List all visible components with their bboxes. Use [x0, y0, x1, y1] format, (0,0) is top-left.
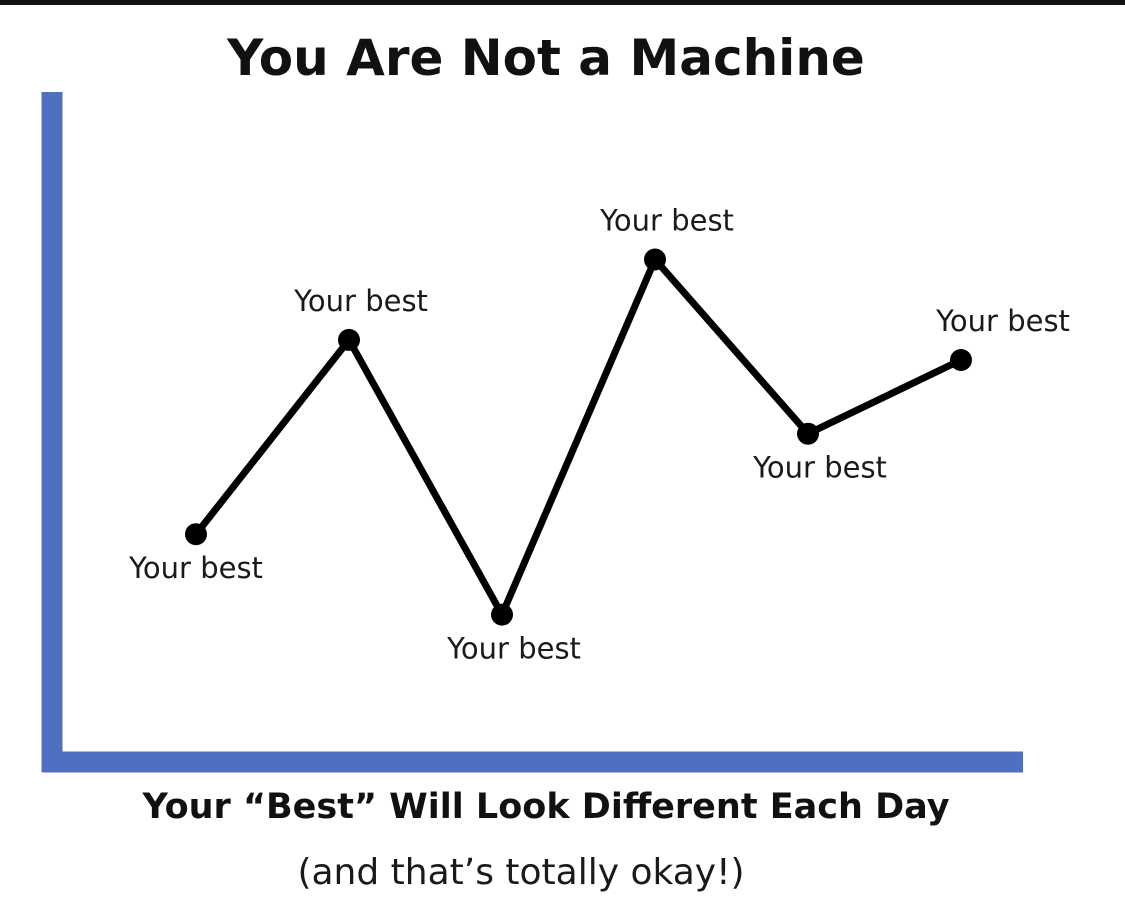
data-label-5: Your best — [752, 451, 887, 485]
data-point-6 — [950, 349, 972, 371]
data-points — [185, 248, 972, 626]
data-point-3 — [491, 603, 513, 626]
axes — [41, 92, 1023, 773]
data-label-2: Your best — [293, 284, 428, 318]
data-point-4 — [644, 248, 666, 271]
chart-subtitle: (and that’s totally okay!) — [297, 852, 745, 893]
chart-title: You Are Not a Machine — [227, 29, 865, 87]
data-point-1 — [185, 523, 207, 546]
data-label-3: Your best — [446, 632, 581, 666]
data-label-4: Your best — [599, 204, 734, 238]
data-point-5 — [797, 422, 819, 445]
x-axis-label: Your “Best” Will Look Different Each Day — [142, 787, 950, 827]
top-border — [0, 0, 1125, 5]
data-point-2 — [338, 328, 360, 351]
data-label-6: Your best — [935, 304, 1070, 338]
data-labels: Your best Your best Your best Your best Your… — [128, 204, 1070, 666]
series-path — [192, 253, 965, 623]
series-line — [192, 253, 965, 623]
data-label-1: Your best — [128, 551, 263, 585]
